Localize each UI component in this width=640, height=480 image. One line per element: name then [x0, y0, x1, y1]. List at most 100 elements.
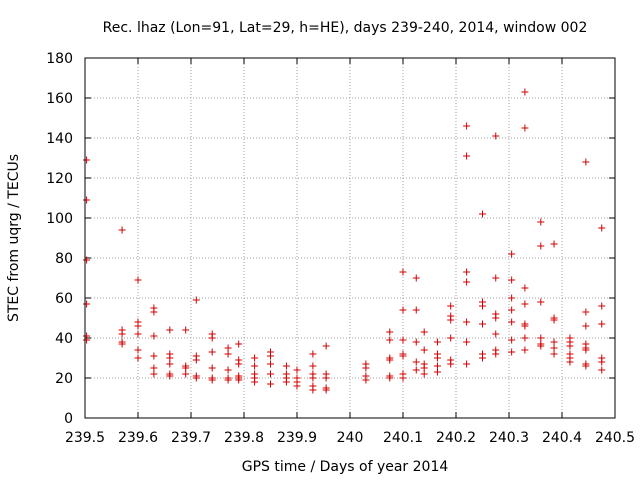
data-point-marker [322, 342, 330, 350]
data-point-marker [463, 268, 471, 276]
data-point-marker [150, 370, 158, 378]
data-point-marker [508, 276, 516, 284]
data-point-marker [537, 334, 545, 342]
data-point-marker [433, 338, 441, 346]
y-axis-label: STEC from uqrg / TECUs [6, 154, 22, 322]
data-point-marker [399, 268, 407, 276]
data-point-marker [166, 326, 174, 334]
data-point-marker [267, 352, 274, 360]
data-point-marker [309, 362, 317, 370]
data-point-marker [251, 378, 259, 386]
data-point-marker [412, 274, 420, 282]
data-point-marker [150, 364, 158, 372]
data-point-marker [463, 152, 471, 160]
data-point-marker [550, 350, 558, 358]
data-point-marker [566, 358, 574, 366]
data-point-marker [598, 302, 606, 310]
data-point-marker [508, 306, 516, 314]
data-point-marker [537, 342, 545, 350]
x-axis-label: GPS time / Days of year 2014 [242, 459, 449, 475]
data-point-marker [182, 326, 190, 334]
data-point-marker [447, 302, 455, 310]
x-tick-label: 239.9 [277, 430, 317, 446]
data-point-marker [508, 294, 516, 302]
data-point-marker [447, 360, 455, 368]
data-point-marker [182, 370, 190, 378]
data-point-marker [463, 338, 471, 346]
data-point-marker [447, 316, 455, 324]
data-point-marker [508, 250, 516, 258]
data-point-marker [134, 330, 142, 338]
data-point-marker [192, 374, 200, 382]
data-point-marker [521, 284, 529, 292]
data-point-marker [412, 358, 420, 366]
data-point-marker [412, 366, 420, 374]
data-point-marker [566, 342, 574, 350]
data-point-marker [582, 346, 590, 354]
data-point-marker [293, 366, 301, 374]
data-point-marker [492, 330, 500, 338]
data-point-marker [282, 362, 290, 370]
y-tick-label: 60 [55, 291, 73, 307]
data-point-marker [492, 274, 500, 282]
data-point-marker [83, 196, 91, 204]
data-point-marker [267, 370, 274, 378]
data-point-marker [166, 354, 174, 362]
y-tick-label: 40 [55, 331, 73, 347]
data-point-marker [208, 334, 216, 342]
data-point-marker [479, 354, 486, 362]
data-point-marker [293, 382, 301, 390]
x-tick-label: 239.6 [118, 430, 158, 446]
data-point-marker [83, 256, 91, 264]
data-point-marker [537, 242, 545, 250]
data-point-marker [322, 374, 330, 382]
data-point-marker [309, 386, 317, 394]
data-point-marker [420, 370, 428, 378]
data-point-marker [598, 358, 606, 366]
data-point-marker [492, 314, 500, 322]
data-point-marker [208, 376, 216, 384]
data-point-marker [598, 366, 606, 374]
data-points [83, 88, 606, 394]
data-point-marker [508, 318, 516, 326]
data-point-marker [192, 296, 200, 304]
data-point-marker [492, 132, 500, 140]
data-point-marker [598, 320, 606, 328]
x-tick-label: 239.7 [171, 430, 211, 446]
y-tick-label: 160 [46, 91, 73, 107]
data-point-marker [235, 376, 243, 384]
data-point-marker [582, 362, 590, 370]
data-point-marker [412, 338, 420, 346]
data-point-marker [83, 336, 91, 344]
x-tick-label: 239.8 [224, 430, 264, 446]
x-tick-label: 240.3 [489, 430, 529, 446]
data-point-marker [134, 346, 142, 354]
data-point-marker [521, 124, 529, 132]
data-point-marker [433, 362, 441, 370]
data-point-marker [492, 350, 500, 358]
data-point-marker [83, 156, 91, 164]
data-point-marker [399, 352, 407, 360]
y-tick-label: 180 [46, 51, 73, 67]
data-point-marker [399, 374, 407, 382]
data-point-marker [386, 356, 394, 364]
data-point-marker [182, 364, 190, 372]
data-point-marker [322, 386, 330, 394]
data-point-marker [447, 334, 455, 342]
data-point-marker [166, 360, 174, 368]
data-point-marker [420, 364, 428, 372]
data-point-marker [550, 240, 558, 248]
data-point-marker [150, 352, 158, 360]
x-tick-label: 239.5 [65, 430, 105, 446]
data-point-marker [235, 340, 243, 348]
data-point-marker [386, 328, 394, 336]
data-point-marker [508, 336, 516, 344]
y-tick-label: 80 [55, 251, 73, 267]
data-point-marker [309, 374, 317, 382]
data-point-marker [463, 278, 471, 286]
data-point-marker [521, 300, 529, 308]
data-point-marker [224, 344, 232, 352]
x-tick-label: 240.1 [383, 430, 423, 446]
data-point-marker [420, 346, 428, 354]
y-tick-label: 140 [46, 131, 73, 147]
